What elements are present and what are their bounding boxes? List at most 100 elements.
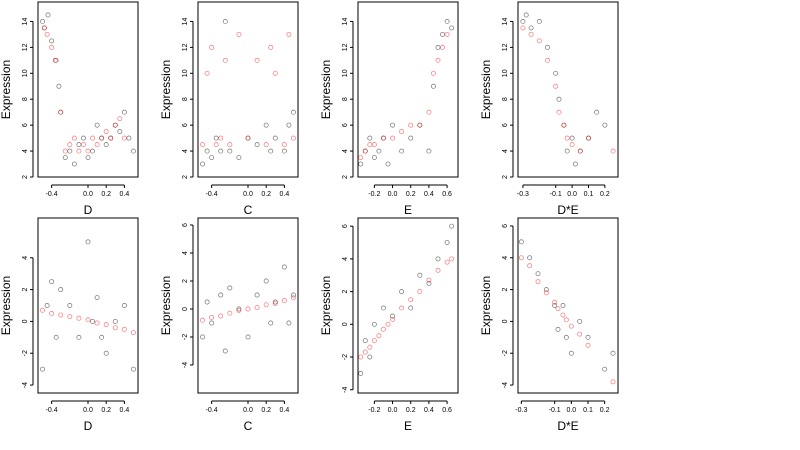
x-tick-label: 0.6 — [442, 191, 452, 198]
x-axis-title: E — [404, 419, 412, 433]
data-point — [520, 18, 526, 24]
x-axis-title: E — [404, 203, 412, 217]
data-point — [358, 370, 364, 376]
data-point — [543, 290, 549, 296]
data-point — [281, 298, 287, 304]
data-point — [399, 148, 405, 154]
y-tick-label: -4 — [22, 382, 29, 388]
point-series — [520, 12, 608, 167]
data-point — [358, 155, 364, 161]
data-point — [99, 135, 105, 141]
data-point — [585, 342, 591, 348]
plot-frame — [517, 1, 619, 178]
data-point — [291, 135, 296, 141]
data-point — [520, 25, 526, 31]
data-point — [518, 239, 524, 245]
data-point — [556, 109, 562, 115]
y-tick-label: 4 — [22, 256, 29, 260]
x-tick-label: 0.0 — [566, 407, 576, 414]
y-tick-label: -4 — [182, 362, 189, 368]
data-point — [545, 57, 550, 63]
data-point — [417, 272, 423, 278]
data-point — [523, 12, 529, 18]
y-tick-label: -2 — [502, 350, 509, 356]
data-point — [556, 96, 562, 102]
data-point — [117, 129, 123, 135]
y-axis-title: Expression — [0, 276, 13, 335]
data-point — [53, 57, 59, 63]
data-point — [227, 310, 233, 316]
data-point — [272, 135, 278, 141]
data-point — [367, 344, 373, 350]
panel: -0.4 0.0 0.2 0.4 -4 -2 0 2 4 6 C Expression — [159, 217, 299, 433]
y-tick-label: 0 — [342, 322, 349, 326]
data-point — [90, 318, 96, 324]
x-tick-label: 0.2 — [261, 407, 271, 414]
y-tick-label: 14 — [502, 17, 509, 25]
y-tick-label: -4 — [342, 387, 349, 393]
panel: -0.4 0.0 0.2 0.4 2 4 6 8 10 12 14 D Expression — [0, 1, 139, 217]
data-point — [381, 135, 386, 141]
data-point — [381, 305, 386, 311]
data-point — [268, 320, 274, 326]
data-point — [545, 44, 550, 50]
data-point — [602, 366, 608, 372]
data-point — [254, 292, 260, 298]
data-point — [90, 148, 96, 154]
y-axis-title: Expression — [319, 60, 333, 119]
data-point — [535, 279, 541, 285]
y-tick-label: -2 — [22, 350, 29, 356]
data-point — [272, 300, 278, 306]
data-point — [254, 142, 260, 148]
data-point — [222, 348, 228, 354]
y-tick-label: 6 — [502, 224, 509, 228]
data-point — [85, 148, 91, 154]
data-point — [263, 122, 269, 128]
data-point — [103, 322, 109, 328]
x-tick-label: 0.2 — [406, 191, 416, 198]
data-point — [200, 161, 205, 167]
data-point — [209, 155, 215, 161]
y-tick-label: 6 — [342, 224, 349, 228]
plot-frame — [197, 1, 299, 178]
data-point — [286, 31, 292, 37]
data-point — [528, 31, 534, 37]
data-point — [568, 323, 574, 329]
data-point — [218, 148, 224, 154]
data-point — [399, 129, 405, 135]
data-point — [528, 25, 534, 31]
data-point — [594, 109, 600, 115]
x-tick-label: 0.0 — [567, 191, 577, 198]
data-point — [286, 122, 292, 128]
y-tick-label: 2 — [502, 175, 509, 179]
data-point — [62, 155, 68, 161]
data-point — [535, 271, 541, 277]
data-point — [268, 44, 274, 50]
data-point — [121, 303, 127, 308]
x-axis-title: D — [84, 203, 93, 217]
x-tick-label: -0.1 — [550, 191, 562, 198]
y-tick-label: 0 — [502, 319, 509, 323]
data-point — [213, 142, 219, 148]
data-point — [227, 148, 233, 154]
data-point — [408, 305, 414, 311]
data-point — [49, 279, 55, 285]
point-series — [200, 264, 296, 354]
data-point — [200, 334, 205, 340]
data-point — [563, 334, 569, 340]
data-point — [291, 292, 296, 298]
data-point — [245, 334, 251, 340]
data-point — [555, 326, 561, 332]
x-axis-title: C — [244, 203, 253, 217]
point-series — [41, 25, 127, 154]
data-point — [281, 264, 287, 270]
y-axis-title: Expression — [479, 276, 493, 335]
data-point — [209, 44, 215, 50]
data-point — [431, 70, 436, 76]
data-point — [552, 303, 558, 308]
data-point — [80, 142, 86, 148]
data-point — [254, 57, 260, 63]
x-tick-label: 0.2 — [261, 191, 271, 198]
data-point — [586, 135, 591, 141]
data-point — [40, 307, 46, 313]
